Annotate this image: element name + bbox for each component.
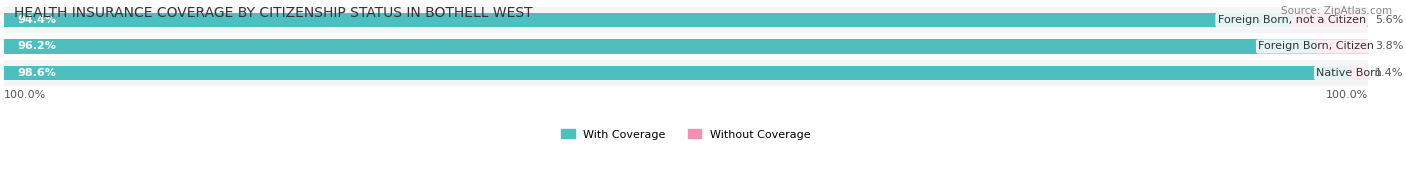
Bar (4, 66, 1348, 80)
Text: 96.2%: 96.2% (18, 41, 56, 51)
Text: 1.4%: 1.4% (1375, 68, 1403, 78)
Text: HEALTH INSURANCE COVERAGE BY CITIZENSHIP STATUS IN BOTHELL WEST: HEALTH INSURANCE COVERAGE BY CITIZENSHIP… (14, 6, 533, 20)
Bar (4, 60, 1368, 86)
Bar (1348, 66, 1368, 80)
Bar (4, 33, 1368, 60)
Bar (1292, 13, 1368, 27)
Bar (4, 39, 1316, 54)
Text: 94.4%: 94.4% (18, 15, 56, 25)
Text: Foreign Born, Citizen: Foreign Born, Citizen (1258, 41, 1374, 51)
Text: 100.0%: 100.0% (1326, 90, 1368, 100)
Text: 5.6%: 5.6% (1375, 15, 1403, 25)
Bar (4, 7, 1368, 33)
Text: Foreign Born, not a Citizen: Foreign Born, not a Citizen (1218, 15, 1365, 25)
Text: 100.0%: 100.0% (4, 90, 46, 100)
Text: 98.6%: 98.6% (18, 68, 56, 78)
Text: 3.8%: 3.8% (1375, 41, 1403, 51)
Bar (4, 13, 1292, 27)
Text: Native Born: Native Born (1316, 68, 1382, 78)
Legend: With Coverage, Without Coverage: With Coverage, Without Coverage (557, 125, 815, 144)
Text: Source: ZipAtlas.com: Source: ZipAtlas.com (1281, 6, 1392, 16)
Bar (1316, 39, 1368, 54)
